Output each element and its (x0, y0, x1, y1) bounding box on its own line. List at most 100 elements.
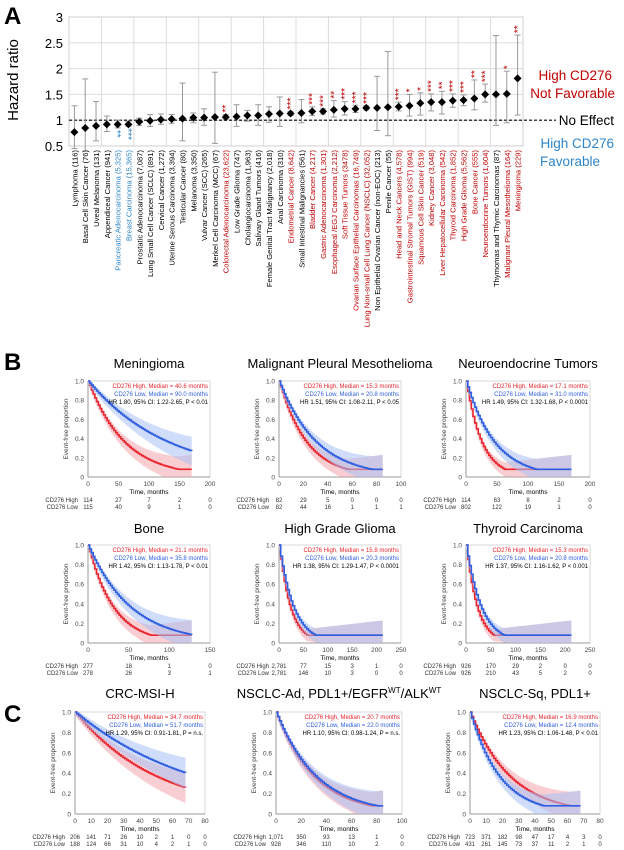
survival-curve-low (466, 544, 572, 636)
x-tick-label: 40 (531, 818, 539, 825)
significance-stars: ** (470, 70, 481, 78)
legend-low: CD276 Low, Median = 12.4 months (504, 723, 598, 729)
risk-count-low: 1 (557, 505, 561, 511)
x-tick-label: 40 (323, 818, 331, 825)
x-tick-label: 40 (324, 481, 332, 488)
category-label: Esophageal /EGJ Carcinoma (2,212) (330, 150, 339, 275)
x-axis-label: Time, months (319, 826, 359, 833)
y-tick-label: 0.6 (457, 750, 466, 757)
ci-band-low (279, 381, 383, 477)
category-label: Cholangiocarcinoma (1,963) (243, 150, 252, 246)
favorable-label-1: High CD276 (540, 136, 614, 151)
hazard-ratio-point (383, 103, 392, 112)
legend-low: CD276 Low, Median = 20.8 months (494, 556, 588, 562)
x-tick-label: 70 (580, 818, 588, 825)
hazard-ratio-point (351, 104, 360, 113)
category-label: Pancreatic Adenocarcinoma (5,325) (114, 150, 123, 271)
category-label: Thyroid Carcinoma (1,852) (449, 150, 458, 241)
risk-count-low: 1 (351, 505, 355, 511)
x-tick-label: 80 (596, 818, 604, 825)
risk-count-low: 2 (566, 842, 570, 848)
y-axis-label: Event-free proportion (441, 398, 448, 459)
hazard-ratio-text: HR 1.23, 95% CI: 1.06-1.48, P < 0.01 (499, 731, 599, 737)
category-label: Prostatic Adenocarcinoma (7,087) (135, 150, 144, 265)
x-axis-label: Time, months (129, 655, 169, 662)
risk-count-high: 0 (203, 835, 207, 841)
risk-count-low: 2 (171, 842, 175, 848)
x-tick-label: 80 (201, 818, 209, 825)
survival-curve-low (279, 544, 383, 636)
hazard-ratio-point (254, 111, 263, 120)
significance-stars: * (502, 65, 513, 69)
y-tick-label: 0.8 (266, 562, 275, 569)
risk-count-low: 261 (481, 842, 492, 848)
y-tick-label: 0.4 (266, 436, 275, 443)
panel-title-text: Bone (134, 521, 164, 536)
km-panel: NSCLC-Sq, PDL1+ 0 0.2 0.4 0.6 0.8 1.0 Event-fre… (427, 686, 604, 848)
category-label: Small Intestinal Malignancies (561) (297, 150, 306, 268)
risk-count-low: 3 (351, 671, 355, 677)
category-label: Melanoma (3,350) (189, 150, 198, 212)
category-label: Lymphoma (116) (70, 150, 79, 207)
survival-curve-low (279, 380, 383, 471)
x-tick-label: 70 (185, 818, 193, 825)
risk-count-high: 1 (171, 835, 175, 841)
risk-row-label-high: CD276 High (423, 664, 456, 670)
risk-count-high: 29 (300, 498, 307, 504)
y-tick-label: 0.6 (266, 417, 275, 424)
hazard-ratio-point (459, 96, 468, 105)
x-tick-label: 150 (174, 481, 185, 488)
category-label: Anal Carcinoma (310) (276, 150, 285, 224)
not-favorable-label-1: High CD276 (538, 68, 612, 83)
risk-count-high: 2 (155, 835, 159, 841)
panel-title: Malignant Pleural Mesothelioma (248, 356, 434, 371)
y-tick-label: 0.4 (453, 436, 462, 443)
legend-high: CD276 High, Median = 16.9 months (502, 715, 598, 721)
km-panel: Thyroid Carcinoma 0 0.2 0.4 0.6 0.8 1.0 Event-f… (423, 521, 595, 677)
plot-frame (68, 16, 524, 147)
x-tick-label: 100 (164, 647, 175, 654)
y-tick-label: 0.2 (75, 455, 84, 462)
hazard-ratio-point (156, 115, 165, 124)
legend-low: CD276 Low, Median = 35.8 months (114, 556, 208, 562)
km-panel: High Grade Glioma 0 0.2 0.4 0.6 0.8 1.0 Event-f… (236, 521, 406, 677)
significance-stars: * (405, 88, 416, 92)
y-tick-label: 2 (56, 62, 63, 77)
hazard-ratio-point (405, 101, 414, 110)
hazard-ratio-text: HR 1.49, 95% CI: 1.32-1.68, P < 0.0001 (482, 400, 589, 406)
category-label: Merkel Cell Carcinoma (MCC) (67) (211, 150, 220, 267)
x-tick-label: 250 (396, 647, 407, 654)
risk-count-high: 1 (375, 835, 379, 841)
risk-row-label-low: CD276 Low (429, 842, 461, 848)
y-tick-label: 0.6 (453, 417, 462, 424)
risk-count-low: 926 (461, 671, 472, 677)
x-tick-label: 100 (396, 481, 407, 488)
risk-count-low: 16 (324, 505, 331, 511)
hazard-ratio-point (437, 98, 446, 107)
risk-count-low: 10 (348, 842, 355, 848)
category-label: Bladder Cancer (4,217) (308, 150, 317, 229)
risk-count-high: 114 (83, 498, 93, 504)
category-label: Colorectal Adenocarcinoma (23,622) (222, 150, 231, 274)
risk-count-low: 0 (399, 671, 403, 677)
x-tick-label: 40 (136, 818, 144, 825)
risk-count-high: 4 (566, 835, 570, 841)
y-tick-label: 0 (80, 641, 84, 648)
survival-curve-high (88, 380, 192, 471)
risk-count-high: 47 (532, 835, 539, 841)
survival-curve-low (88, 380, 193, 452)
km-panel: NSCLC-Ad, PDL1+/EGFRWT/ALKWT00.20.40.60.… (233, 686, 441, 848)
panel-letter-c: C (4, 701, 21, 728)
y-tick-label: 0.6 (75, 582, 84, 589)
ci-band-low (88, 545, 192, 643)
hazard-ratio-point (308, 107, 317, 116)
panel-title: Bone (134, 521, 164, 536)
y-axis-label: Hazard ratio (5, 39, 22, 121)
y-tick-label: 0.2 (453, 455, 462, 462)
y-tick-label: 0.8 (62, 730, 71, 737)
risk-count-low: 1 (399, 505, 403, 511)
panel-letter-b: B (4, 349, 21, 376)
ci-band-low (276, 712, 384, 814)
x-tick-label: 250 (585, 647, 596, 654)
ci-band-low (88, 381, 192, 466)
